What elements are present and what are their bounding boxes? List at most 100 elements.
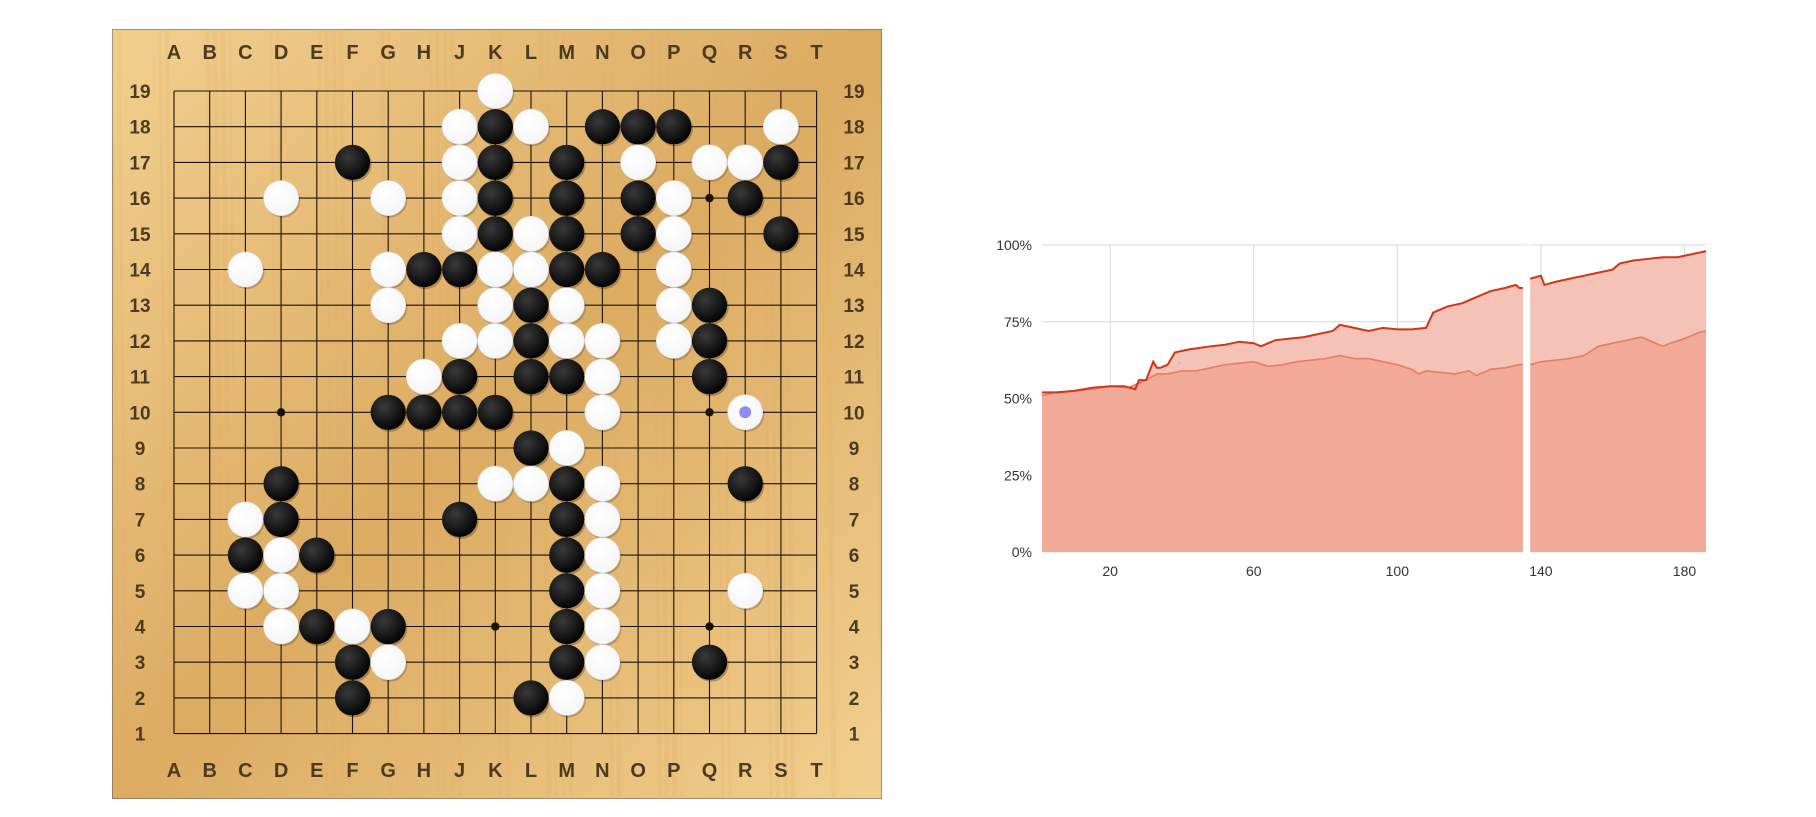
lower-line xyxy=(1529,330,1707,366)
white-stone xyxy=(405,358,442,395)
chart-tick-labels: 0% 25% 50% 75% 100% 20 60 100 140 180 xyxy=(996,237,1696,579)
black-stone xyxy=(763,144,799,180)
white-stone xyxy=(477,251,514,288)
row-label-left: 8 xyxy=(135,475,146,496)
white-stone xyxy=(263,608,300,645)
black-stone xyxy=(549,144,585,180)
row-label-right: 4 xyxy=(849,618,860,639)
black-stone xyxy=(549,180,585,216)
white-stone xyxy=(513,108,549,145)
row-label-right: 7 xyxy=(849,510,860,531)
black-stone xyxy=(691,287,728,323)
black-stone xyxy=(549,251,585,288)
column-label-top: C xyxy=(238,42,252,64)
row-label-left: 7 xyxy=(135,510,146,531)
wood-grain-line xyxy=(229,29,239,799)
row-label-left: 18 xyxy=(129,118,150,139)
black-stone xyxy=(620,109,656,145)
column-label-bottom: C xyxy=(238,760,252,782)
white-stone xyxy=(227,251,264,288)
wood-grain-line xyxy=(324,29,336,799)
row-label-left: 16 xyxy=(129,189,150,210)
stones xyxy=(227,73,801,718)
row-label-left: 13 xyxy=(129,296,150,317)
row-label-left: 5 xyxy=(135,582,146,603)
black-stone xyxy=(334,144,371,180)
x-tick-label: 180 xyxy=(1673,563,1697,579)
star-point xyxy=(705,408,714,417)
column-label-bottom: L xyxy=(525,760,537,782)
black-stone xyxy=(691,644,728,680)
column-label-bottom: M xyxy=(558,760,575,782)
black-stone xyxy=(763,216,799,252)
column-label-top: F xyxy=(346,42,358,64)
white-stone xyxy=(441,108,478,145)
black-stone xyxy=(477,109,513,145)
white-stone xyxy=(584,322,621,359)
column-label-bottom: Q xyxy=(702,760,718,782)
black-stone xyxy=(549,466,585,502)
black-stone xyxy=(549,644,585,680)
white-stone xyxy=(727,572,764,609)
row-label-left: 6 xyxy=(135,546,146,567)
row-label-left: 12 xyxy=(129,332,150,353)
column-label-top: S xyxy=(774,42,787,64)
row-label-left: 11 xyxy=(130,368,151,389)
black-stone xyxy=(299,537,335,573)
y-tick-label: 25% xyxy=(1004,467,1032,483)
white-stone xyxy=(227,501,264,538)
black-stone xyxy=(656,109,692,145)
white-stone xyxy=(620,144,656,181)
white-stone xyxy=(370,180,407,217)
white-stone xyxy=(655,215,692,252)
row-label-left: 19 xyxy=(129,82,150,103)
black-stone xyxy=(477,216,513,252)
black-stone xyxy=(513,359,549,395)
white-stone xyxy=(584,358,621,395)
column-label-bottom: T xyxy=(810,760,822,782)
column-label-top: D xyxy=(274,42,288,64)
column-label-bottom: D xyxy=(274,760,288,782)
upper-line xyxy=(1042,283,1523,394)
go-board-svg[interactable]: AABBCCDDEEFFGGHHJJKKLLMMNNOOPPQQRRSSTT19… xyxy=(112,29,882,799)
black-stone xyxy=(549,501,585,537)
chart-gap-bar xyxy=(1522,245,1531,553)
lower-line xyxy=(1041,354,1523,397)
white-stone xyxy=(370,251,407,288)
row-label-left: 17 xyxy=(129,153,150,174)
black-stone xyxy=(549,608,585,645)
column-label-bottom: H xyxy=(417,760,431,782)
white-stone xyxy=(548,322,585,359)
white-stone xyxy=(584,394,621,431)
white-stone xyxy=(477,287,514,324)
black-stone xyxy=(263,466,299,502)
column-label-bottom: F xyxy=(346,760,358,782)
go-board[interactable]: A A B B C C D D E E F F G G H H J J K K L L M M N N O O P P Q Q R R S S T T 19… xyxy=(112,29,882,799)
black-stone xyxy=(334,680,371,716)
white-stone xyxy=(477,73,514,109)
wood-grain-line xyxy=(158,29,170,799)
column-label-bottom: K xyxy=(488,760,503,782)
column-label-top: O xyxy=(630,42,646,64)
white-stone xyxy=(655,251,692,288)
row-label-left: 15 xyxy=(129,225,151,246)
row-label-right: 3 xyxy=(849,653,860,674)
white-stone xyxy=(441,144,478,181)
black-stone xyxy=(263,501,299,537)
wood-grain-line xyxy=(212,29,226,799)
column-label-top: K xyxy=(488,42,503,64)
row-label-left: 10 xyxy=(129,403,150,424)
black-stone xyxy=(406,251,442,288)
white-stone xyxy=(548,680,585,716)
column-label-bottom: E xyxy=(310,760,323,782)
black-stone xyxy=(370,608,406,645)
black-stone xyxy=(442,251,478,288)
row-label-left: 2 xyxy=(135,689,146,710)
white-stone xyxy=(584,537,621,573)
white-stone xyxy=(263,537,300,573)
row-label-left: 14 xyxy=(129,261,151,282)
white-stone xyxy=(477,465,514,502)
white-stone xyxy=(334,608,371,645)
wood-grain-line xyxy=(673,29,683,799)
column-label-bottom: O xyxy=(630,760,646,782)
